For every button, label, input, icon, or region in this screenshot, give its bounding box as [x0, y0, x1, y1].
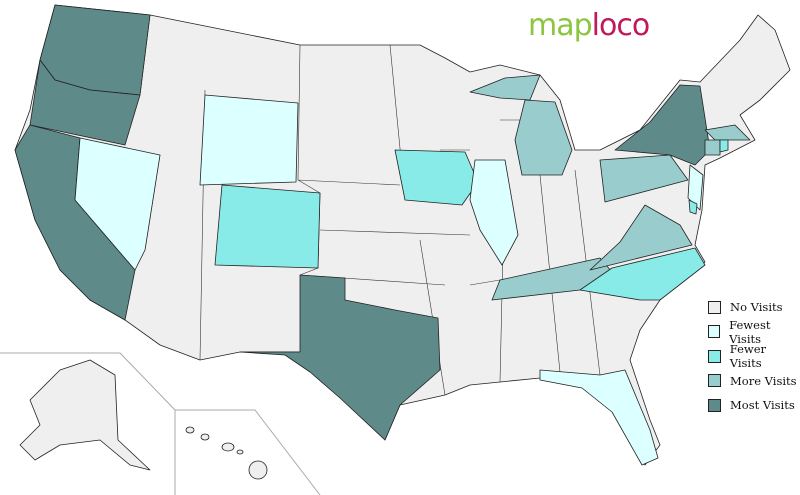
- legend-item-fewer: Fewer Visits: [708, 342, 800, 371]
- swatch-more: [708, 374, 721, 388]
- state-CT[interactable]: [704, 139, 721, 156]
- state-HI[interactable]: [185, 426, 268, 480]
- inset-border: [0, 352, 321, 495]
- state-IL[interactable]: [469, 159, 519, 266]
- state-MI-upper[interactable]: [469, 74, 541, 101]
- legend-item-fewest: Fewest Visits: [708, 317, 800, 346]
- state-VA[interactable]: [589, 204, 693, 271]
- state-CO[interactable]: [214, 184, 321, 269]
- swatch-none: [708, 300, 721, 314]
- legend-label: Most Visits: [730, 398, 795, 413]
- legend-label: No Visits: [730, 300, 783, 315]
- legend-label: Fewest Visits: [729, 317, 771, 346]
- legend-label: Fewer Visits: [729, 342, 767, 371]
- state-MI[interactable]: [514, 99, 573, 176]
- legend-item-more: More Visits: [708, 369, 800, 394]
- state-TX[interactable]: [239, 274, 441, 441]
- swatch-fewer: [708, 349, 721, 363]
- state-NY[interactable]: [614, 84, 711, 166]
- swatch-fewest: [708, 325, 721, 339]
- legend-item-none: No Visits: [708, 295, 800, 320]
- state-NV[interactable]: [74, 137, 161, 271]
- legend: No Visits Fewest Visits Fewer Visits Mor…: [708, 295, 800, 418]
- state-AK[interactable]: [19, 359, 151, 471]
- state-WY[interactable]: [199, 94, 299, 186]
- legend-label: More Visits: [730, 373, 797, 388]
- logo-part2: loco: [591, 8, 651, 43]
- legend-item-most: Most Visits: [708, 393, 800, 418]
- state-IA[interactable]: [394, 149, 479, 206]
- state-FL[interactable]: [539, 369, 659, 466]
- swatch-most: [708, 398, 721, 412]
- state-RI[interactable]: [719, 139, 729, 153]
- state-NC[interactable]: [579, 247, 706, 301]
- maploco-logo: maploco: [528, 8, 651, 43]
- logo-part1: map: [528, 8, 593, 43]
- state-MA[interactable]: [704, 124, 751, 141]
- state-NJ[interactable]: [687, 164, 704, 211]
- state-DE[interactable]: [688, 199, 698, 215]
- state-PA[interactable]: [599, 154, 689, 203]
